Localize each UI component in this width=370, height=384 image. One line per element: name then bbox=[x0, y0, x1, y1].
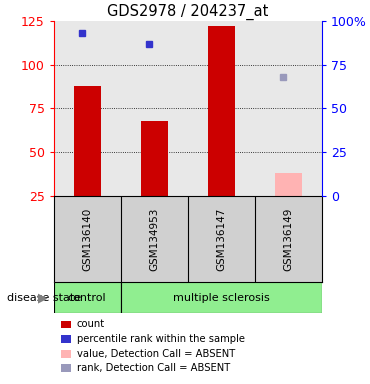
Title: GDS2978 / 204237_at: GDS2978 / 204237_at bbox=[107, 3, 269, 20]
Text: disease state: disease state bbox=[7, 293, 81, 303]
Bar bbox=[121, 282, 322, 313]
Text: multiple sclerosis: multiple sclerosis bbox=[173, 293, 270, 303]
Bar bbox=[208, 26, 235, 196]
Bar bbox=[74, 86, 101, 196]
Bar bbox=[275, 173, 302, 196]
Text: count: count bbox=[77, 319, 105, 329]
Bar bbox=[54, 282, 121, 313]
Bar bbox=[141, 121, 168, 196]
Text: GSM134953: GSM134953 bbox=[149, 207, 159, 271]
Text: GSM136140: GSM136140 bbox=[82, 207, 92, 271]
Text: value, Detection Call = ABSENT: value, Detection Call = ABSENT bbox=[77, 349, 235, 359]
Text: control: control bbox=[68, 293, 107, 303]
Text: GSM136147: GSM136147 bbox=[216, 207, 226, 271]
Text: rank, Detection Call = ABSENT: rank, Detection Call = ABSENT bbox=[77, 363, 230, 373]
Text: percentile rank within the sample: percentile rank within the sample bbox=[77, 334, 245, 344]
Text: GSM136149: GSM136149 bbox=[283, 207, 293, 271]
Text: ▶: ▶ bbox=[38, 291, 47, 304]
